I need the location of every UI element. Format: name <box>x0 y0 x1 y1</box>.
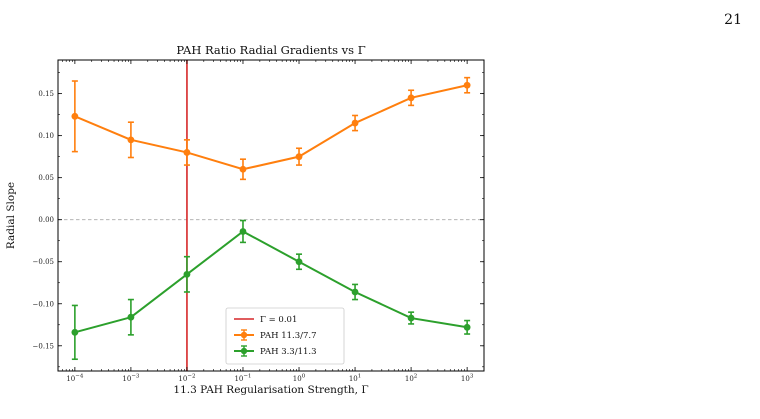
data-point <box>183 270 191 278</box>
x-tick-label: 10−4 <box>66 374 84 384</box>
x-tick-label: 10−1 <box>234 374 251 384</box>
data-point <box>407 94 415 102</box>
data-point <box>463 81 471 89</box>
legend-swatch-marker <box>240 331 248 339</box>
data-point <box>183 149 191 156</box>
series-1 <box>71 76 471 181</box>
y-tick-label: −0.10 <box>33 300 54 308</box>
legend: Γ = 0.01 PAH 11.3/7.7 PAH 3.3/11.3 <box>225 307 345 365</box>
page-number: 21 <box>724 12 742 28</box>
data-point <box>127 136 135 144</box>
legend-label: Γ = 0.01 <box>260 315 297 325</box>
data-point <box>295 258 303 266</box>
data-point <box>71 328 79 336</box>
x-axis-title: 11.3 PAH Regularisation Strength, Γ <box>173 384 368 396</box>
data-point <box>71 112 79 120</box>
y-tick-label: −0.05 <box>33 258 54 266</box>
chart-title: PAH Ratio Radial Gradients vs Γ <box>176 43 365 57</box>
series-2 <box>71 219 471 361</box>
y-tick-label: −0.15 <box>33 342 54 350</box>
data-point <box>351 288 359 296</box>
data-point <box>127 313 135 321</box>
x-tick-label: 10−2 <box>178 374 195 384</box>
y-axis-title: Radial Slope <box>5 182 17 249</box>
x-tick-label: 10−3 <box>122 374 140 384</box>
data-point <box>295 153 303 161</box>
legend-label: PAH 11.3/7.7 <box>260 331 317 341</box>
data-point <box>239 165 247 173</box>
legend-label: PAH 3.3/11.3 <box>260 347 317 357</box>
x-tick-label: 101 <box>349 374 361 384</box>
data-point <box>463 323 471 331</box>
plot-frame <box>57 59 485 372</box>
y-tick-label: 0.00 <box>38 216 54 224</box>
legend-swatch-marker <box>240 347 248 355</box>
y-tick-label: 0.05 <box>38 174 54 182</box>
y-tick-label: 0.10 <box>38 132 54 140</box>
data-point <box>239 228 247 235</box>
data-point <box>351 119 359 127</box>
data-point <box>407 314 415 322</box>
x-tick-label: 103 <box>461 374 474 384</box>
series-line <box>74 230 468 334</box>
plot-area: 10−4 10−3 10−2 10−1 100 101 102 103 0.15 0.10 0.05… <box>33 59 485 384</box>
y-tick-label: 0.15 <box>38 90 54 98</box>
legend-box <box>225 307 345 365</box>
series-line <box>74 84 468 171</box>
x-tick-label: 102 <box>405 374 417 384</box>
x-tick-label: 100 <box>293 374 306 384</box>
